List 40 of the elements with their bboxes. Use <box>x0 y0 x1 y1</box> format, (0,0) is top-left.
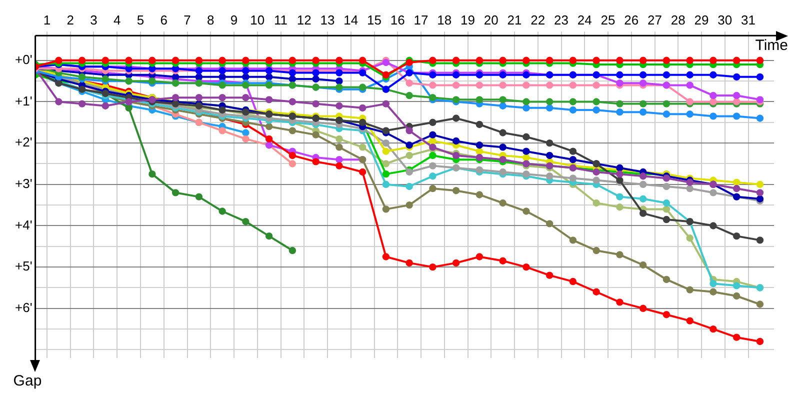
x-tick-label: 26 <box>624 12 639 28</box>
x-tick-label: 19 <box>460 12 476 28</box>
y-tick-label: +5' <box>14 258 32 274</box>
y-tick-label: +6' <box>14 300 32 315</box>
x-tick-label: 13 <box>320 12 335 28</box>
y-tick-label: +3' <box>14 176 32 191</box>
x-tick-label: 27 <box>648 12 662 28</box>
x-tick-label: 18 <box>437 12 452 28</box>
x-tick-label: 15 <box>367 12 382 28</box>
x-tick-label: 29 <box>694 12 709 28</box>
y-tick-label: +4' <box>14 217 32 232</box>
y-tick-label: +2' <box>14 134 32 150</box>
x-tick-label: 17 <box>414 12 428 28</box>
x-tick-label: 30 <box>718 12 732 28</box>
x-tick-label: 16 <box>390 12 405 28</box>
x-tick-label: 2 <box>66 12 74 28</box>
x-tick-label: 4 <box>114 12 121 28</box>
x-tick-label: 6 <box>160 12 168 28</box>
x-tick-label: 20 <box>484 12 498 28</box>
x-tick-label: 31 <box>741 12 756 28</box>
x-tick-label: 22 <box>530 12 546 28</box>
x-tick-label: 1 <box>43 12 51 28</box>
x-tick-label: 3 <box>90 12 98 28</box>
x-tick-label: 12 <box>296 12 312 28</box>
y-axis-title: Gap <box>13 372 42 390</box>
x-tick-label: 11 <box>274 12 288 28</box>
x-tick-label: 10 <box>250 12 265 28</box>
x-tick-label: 8 <box>207 12 214 28</box>
x-tick-label: 24 <box>577 12 592 28</box>
x-tick-label: 14 <box>344 12 358 28</box>
y-tick-label: +0' <box>14 52 32 67</box>
x-tick-label: 5 <box>136 12 144 28</box>
x-tick-label: 28 <box>670 12 686 28</box>
y-tick-label: +1' <box>14 93 32 108</box>
x-tick-label: 9 <box>230 12 238 28</box>
x-tick-label: 25 <box>600 12 616 28</box>
x-tick-label: 7 <box>184 12 191 28</box>
x-axis-title: Time <box>755 37 788 54</box>
x-tick-label: 23 <box>554 12 569 28</box>
x-tick-label: 21 <box>507 12 522 28</box>
